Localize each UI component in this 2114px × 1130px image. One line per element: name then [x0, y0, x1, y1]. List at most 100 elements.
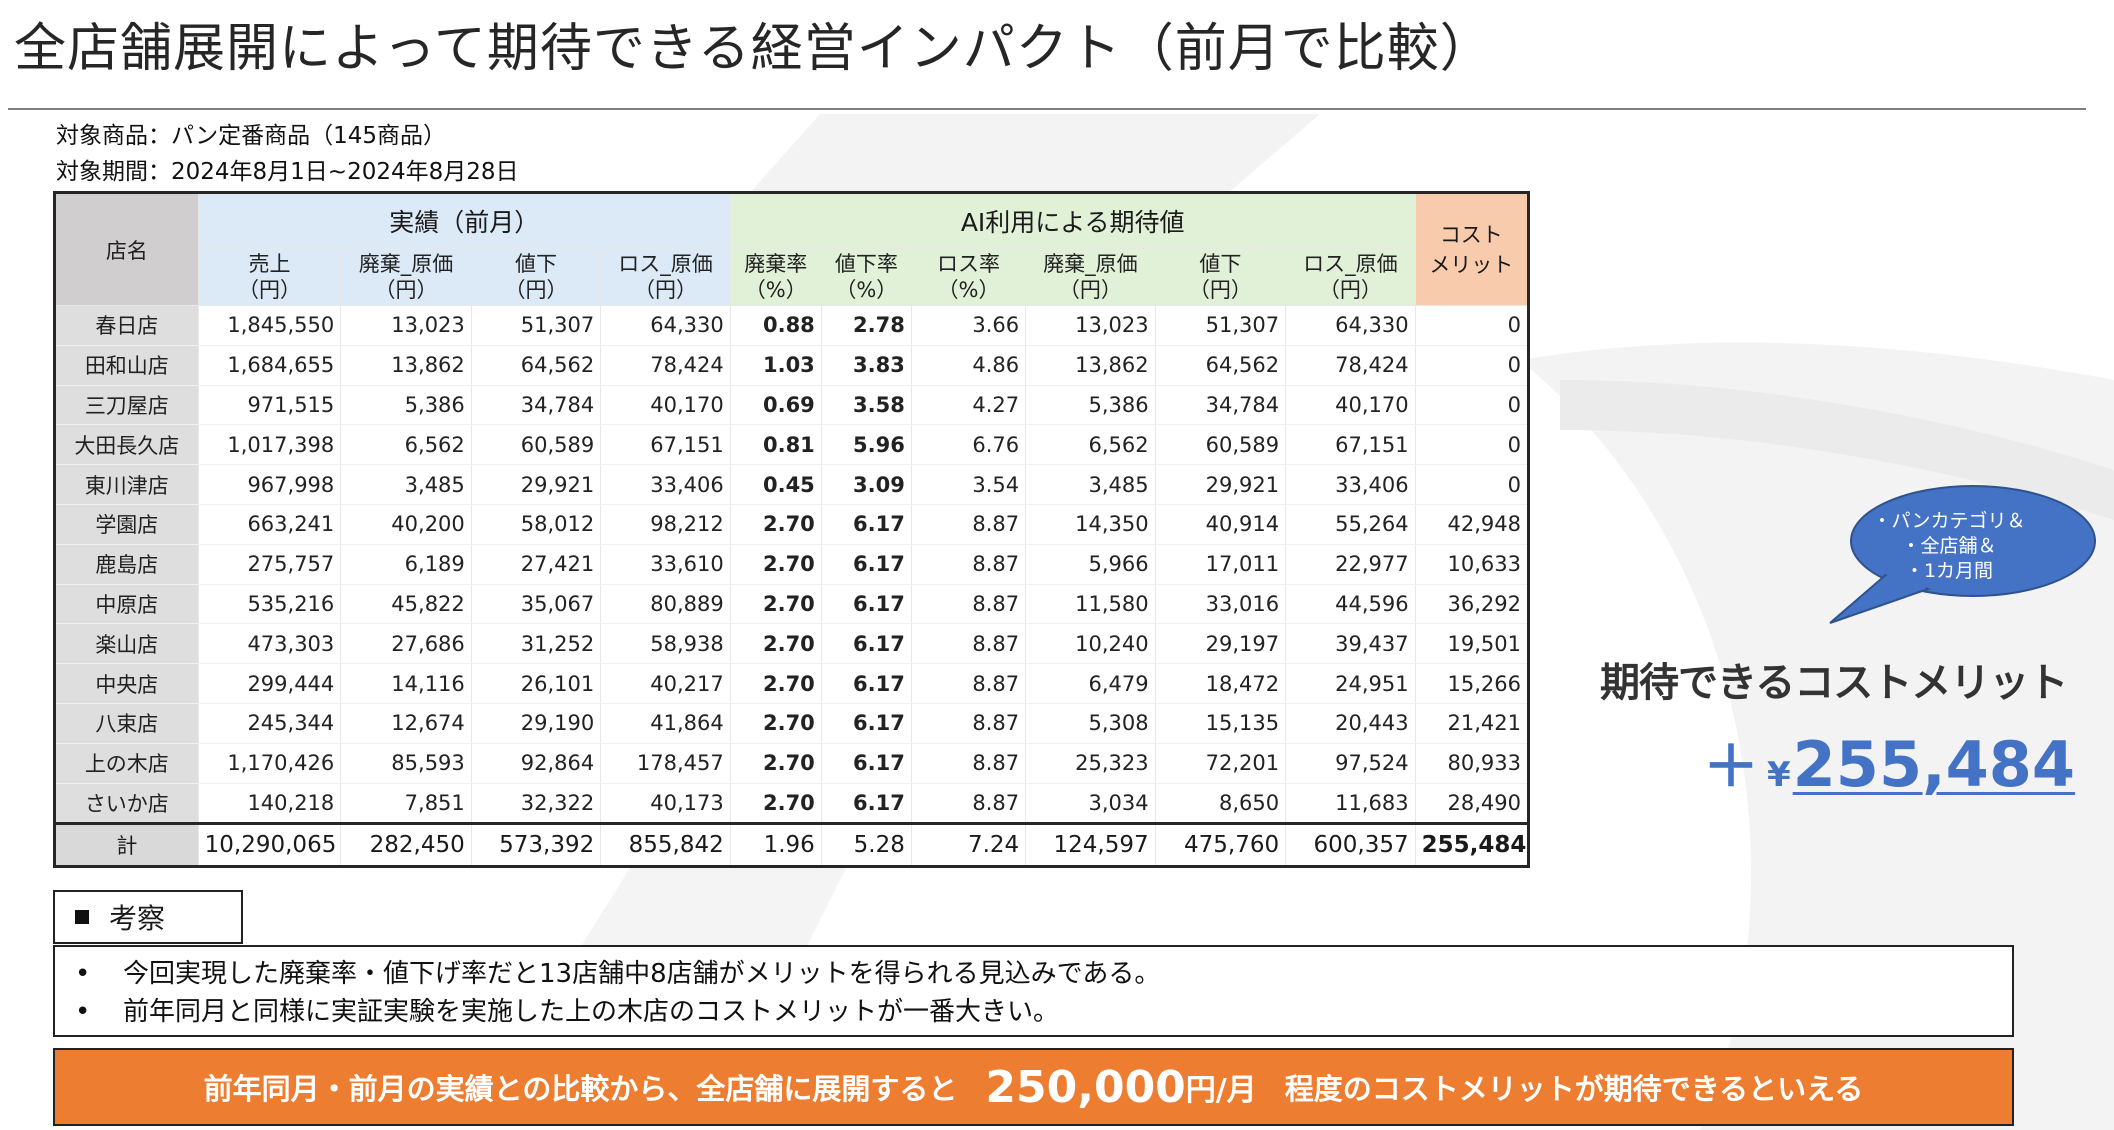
table-cell: 15,135 [1154, 702, 1287, 744]
conclusion-part2: 程度のコストメリットが期待できるといえる [1284, 1072, 1864, 1106]
yen-sign: ¥ [1767, 755, 1791, 795]
table-cell: 10,240 [1025, 623, 1156, 665]
table-cell: 8.87 [910, 702, 1027, 744]
table-row: 三刀屋店 971,515 5,386 34,784 40,170 0.69 3.58 4.27… [54, 384, 1530, 426]
table-cell: 24,951 [1285, 663, 1416, 704]
total-cost-merit: 255,484 [1414, 822, 1530, 868]
column-header-unit: （円） [634, 278, 698, 302]
table-cell: 29,921 [1154, 464, 1287, 505]
table-cell: 1,845,550 [197, 305, 342, 346]
table-row: 八束店 245,344 12,674 29,190 41,864 2.70 6.17 8.87… [54, 702, 1530, 744]
table-cell: 5,386 [1025, 384, 1156, 426]
table-cell: 6.17 [820, 782, 912, 825]
table-cell: 13,023 [1025, 305, 1156, 346]
bubble-line-period: ・1カ月間 [1904, 560, 1994, 582]
table-cell: 282,450 [340, 822, 472, 868]
table-cell: 25,323 [1025, 742, 1156, 784]
table-cell: 8.87 [910, 742, 1027, 784]
table-row: 東川津店 967,998 3,485 29,921 33,406 0.45 3.09 3.54… [54, 464, 1530, 505]
table-cell: 2.70 [729, 702, 822, 744]
table-cell: 2.70 [729, 663, 822, 704]
table-row: さいか店 140,218 7,851 32,322 40,173 2.70 6.17 8.87… [54, 782, 1530, 825]
table-cell: 3,034 [1025, 782, 1156, 825]
table-cell: 3.58 [820, 384, 912, 426]
table-cell: 40,170 [600, 384, 731, 426]
table-cell: 573,392 [470, 822, 602, 868]
table-cell: 8.87 [910, 583, 1027, 625]
table-cell: 5,308 [1025, 702, 1156, 744]
bubble-text: ・パンカテゴリ＆ ・全店舗＆ ・1カ月間 [1838, 509, 2060, 584]
store-name: 上の木店 [54, 742, 199, 784]
table-cell: 3.83 [820, 344, 912, 386]
table-cell: 1,170,426 [197, 742, 342, 784]
table-cell: 2.70 [729, 583, 822, 625]
cost-merit-cell: 15,266 [1414, 663, 1530, 704]
table-cell: 72,201 [1154, 742, 1287, 784]
conclusion-unit: 円/月 [1185, 1073, 1257, 1108]
table-cell: 275,757 [197, 543, 342, 585]
table-cell: 32,322 [470, 782, 602, 825]
table-cell: 92,864 [470, 742, 602, 784]
table-cell: 5.96 [820, 424, 912, 466]
table-cell: 855,842 [600, 822, 731, 868]
column-header: 売上 （円） [197, 248, 342, 306]
table-cell: 3,485 [340, 464, 472, 505]
table-cell: 18,472 [1154, 663, 1287, 704]
table-cell: 34,784 [470, 384, 602, 426]
column-header-label: ロス率 [937, 252, 1000, 276]
column-header-label: 値下率 [834, 252, 898, 276]
total-label: 計 [54, 822, 199, 868]
table-cell: 245,344 [197, 702, 342, 744]
cost-merit-cell: 0 [1414, 464, 1530, 505]
table-cell: 41,864 [600, 702, 731, 744]
conclusion-banner: 前年同月・前月の実績との比較から、全店舗に展開すると 250,000 円/月 程… [53, 1048, 2014, 1126]
column-header-unit: （%） [744, 278, 807, 302]
table-cell: 4.27 [910, 384, 1027, 426]
consideration-item: 今回実現した廃棄率・値下げ率だと13店舗中8店舗がメリットを得られる見込みである… [55, 955, 2012, 993]
square-bullet-icon [75, 910, 89, 924]
table-cell: 6.17 [820, 742, 912, 784]
table-cell: 40,200 [340, 503, 472, 545]
cost-merit-cell: 0 [1414, 305, 1530, 346]
store-name: 八束店 [54, 702, 199, 744]
table-cell: 51,307 [470, 305, 602, 346]
table-cell: 2.70 [729, 543, 822, 585]
table-cell: 6.17 [820, 663, 912, 704]
table-cell: 5,386 [340, 384, 472, 426]
table-cell: 14,350 [1025, 503, 1156, 545]
store-name-header: 店名 [54, 192, 199, 306]
table-cell: 13,023 [340, 305, 472, 346]
page-title: 全店舗展開によって期待できる経営インパクト（前月で比較） [14, 19, 1493, 79]
table-cell: 2.70 [729, 503, 822, 545]
table-cell: 1,684,655 [197, 344, 342, 386]
table-cell: 140,218 [197, 782, 342, 825]
table-cell: 2.70 [729, 742, 822, 784]
column-header-label: ロス_原価 [618, 252, 713, 276]
table-cell: 64,330 [1285, 305, 1416, 346]
column-header-label: 売上 [248, 252, 291, 276]
table-cell: 473,303 [197, 623, 342, 665]
table-cell: 6.17 [820, 503, 912, 545]
cost-merit-cell: 19,501 [1414, 623, 1530, 665]
table-cell: 29,190 [470, 702, 602, 744]
table-cell: 6.17 [820, 623, 912, 665]
column-header: 廃棄率 （%） [729, 248, 822, 306]
table-cell: 3.66 [910, 305, 1027, 346]
store-name: 東川津店 [54, 464, 199, 505]
expected-merit-value: ＋ ¥ 255,484 [1703, 722, 2075, 803]
store-name: 中央店 [54, 663, 199, 704]
column-header: ロス_原価 （円） [1285, 248, 1416, 306]
table-cell: 27,686 [340, 623, 472, 665]
consideration-box: 今回実現した廃棄率・値下げ率だと13店舗中8店舗がメリットを得られる見込みである… [53, 945, 2014, 1037]
cost-comparison-table: 店名 実績（前月） AI利用による期待値 コスト メリット 売上 （円） 廃棄_原価… [53, 191, 1530, 869]
table-row: 学園店 663,241 40,200 58,012 98,212 2.70 6.17 8.87… [54, 503, 1530, 545]
table-cell: 67,151 [1285, 424, 1416, 466]
table-cell: 2.78 [820, 305, 912, 346]
table-cell: 4.86 [910, 344, 1027, 386]
column-header-unit: （円） [374, 278, 438, 302]
target-period: 対象期間：2024年8月1日~2024年8月28日 [56, 159, 519, 185]
table-cell: 7.24 [910, 822, 1027, 868]
store-name: 学園店 [54, 503, 199, 545]
table-cell: 64,562 [1154, 344, 1287, 386]
table-cell: 58,012 [470, 503, 602, 545]
